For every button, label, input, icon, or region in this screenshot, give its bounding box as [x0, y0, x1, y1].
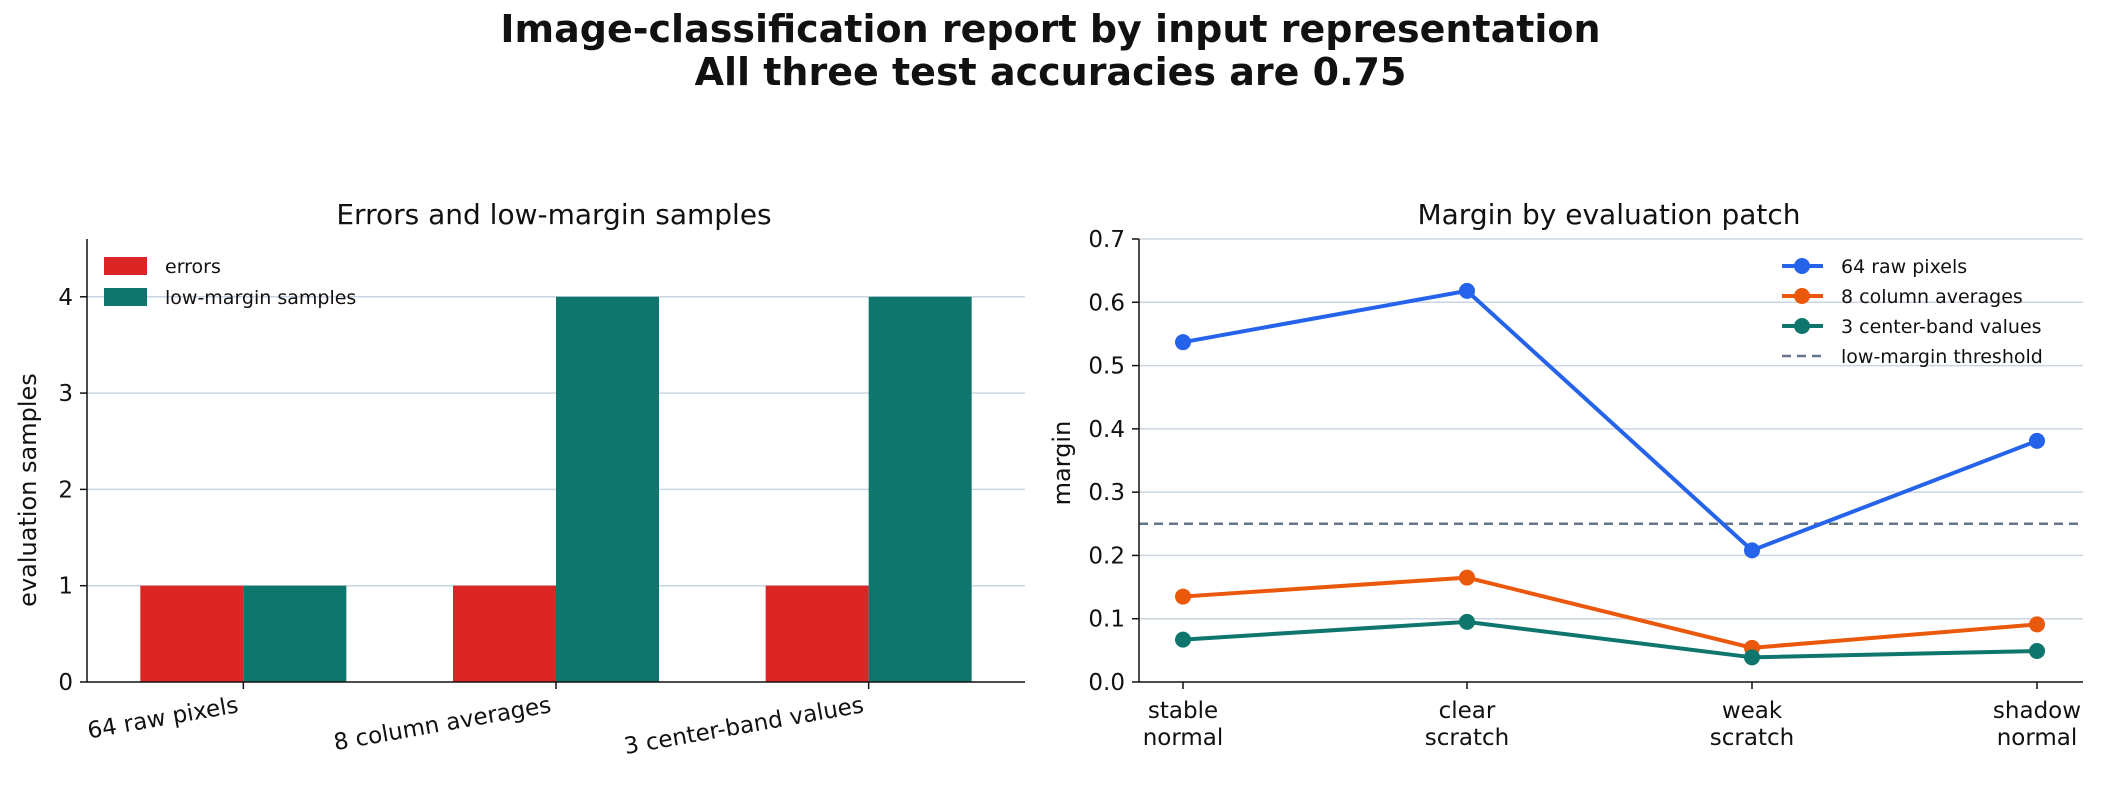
bar-y-tick-label: 2 [58, 477, 73, 503]
line-chart-series [1175, 282, 2045, 666]
series-point-column-averages [1459, 569, 1475, 586]
line-x-tick-label-line-2: normal [1143, 725, 1224, 751]
line-y-tick-label: 0.7 [1088, 227, 1125, 253]
series-point-center-band [1175, 631, 1191, 648]
line-chart-x-ticks: stablenormalclearscratchweakscratchshado… [1143, 682, 2081, 751]
bar-legend-label: low-margin samples [165, 287, 356, 309]
bar-low-margin [868, 296, 972, 682]
bar-chart-bars [140, 296, 972, 682]
bar-y-tick-label: 4 [58, 285, 73, 311]
bar-y-tick-label: 0 [58, 670, 73, 696]
line-y-tick-label: 0.2 [1088, 543, 1125, 569]
line-chart-title: Margin by evaluation patch [1417, 198, 1800, 231]
series-point-raw-pixels [2029, 432, 2045, 449]
line-x-tick-label-line-1: stable [1148, 698, 1218, 724]
line-legend-marker [1794, 318, 1810, 334]
figure-title-line-1: Image-classification report by input rep… [500, 7, 1601, 51]
line-chart-y-axis-label: margin [1048, 421, 1076, 506]
bar-chart-y-ticks: 0 1 2 3 4 [58, 285, 87, 696]
line-legend-label: 64 raw pixels [1841, 256, 1967, 278]
series-line-center-band [1182, 619, 2038, 660]
bar-errors [765, 585, 869, 682]
series-point-column-averages [1175, 588, 1191, 605]
line-legend-marker [1794, 288, 1810, 304]
bar-chart-title: Errors and low-margin samples [336, 198, 771, 231]
bar-y-tick-label: 1 [58, 574, 73, 600]
bar-y-tick-label: 3 [58, 381, 73, 407]
figure-title-line-2: All three test accuracies are 0.75 [694, 50, 1407, 94]
line-y-tick-label: 0.4 [1088, 417, 1125, 443]
line-x-tick-label-line-1: shadow [1993, 698, 2081, 724]
line-x-tick-label-line-2: normal [1997, 725, 2078, 751]
bar-x-tick-label: 3 center-band values [622, 692, 866, 760]
series-point-raw-pixels [1175, 334, 1191, 351]
bar-low-margin [556, 296, 659, 682]
bar-legend-swatch [104, 257, 147, 275]
line-x-tick-label-line-2: scratch [1425, 725, 1509, 751]
line-legend-label: 3 center-band values [1841, 316, 2042, 338]
series-line-raw-pixels [1182, 288, 2038, 553]
series-point-raw-pixels [1459, 282, 1475, 299]
series-point-raw-pixels [1744, 542, 1760, 559]
series-point-center-band [1744, 649, 1760, 666]
bar-errors [453, 585, 556, 682]
line-chart-axes [1138, 239, 2083, 683]
line-legend-label: 8 column averages [1841, 286, 2023, 308]
line-chart-y-ticks: 0.0 0.1 0.2 0.3 0.4 0.5 0.6 0.7 [1088, 227, 1139, 696]
line-legend-marker [1794, 258, 1810, 274]
figure-title: Image-classification report by input rep… [0, 8, 2101, 94]
series-point-center-band [2029, 642, 2045, 659]
line-chart-panel: Margin by evaluation patch margin 0.0 0.1… [1048, 198, 2083, 751]
bar-x-tick-label: 64 raw pixels [86, 692, 241, 744]
line-chart-legend: 64 raw pixels 8 column averages 3 center-b… [1782, 256, 2043, 368]
bar-low-margin [243, 585, 347, 682]
series-point-center-band [1459, 613, 1475, 630]
line-legend-label: low-margin threshold [1841, 346, 2043, 368]
line-x-tick-label-line-1: clear [1439, 698, 1496, 724]
bar-chart-legend: errors low-margin samples [104, 256, 356, 309]
line-x-tick-label-line-2: scratch [1710, 725, 1794, 751]
bar-legend-swatch [104, 288, 147, 306]
bar-errors [140, 585, 244, 682]
line-y-tick-label: 0.0 [1088, 670, 1125, 696]
line-x-tick-label-line-1: weak [1722, 698, 1783, 724]
bar-legend-label: errors [165, 256, 221, 278]
series-point-column-averages [2029, 616, 2045, 633]
bar-chart-y-axis-label: evaluation samples [14, 373, 42, 607]
line-chart-gridlines [1139, 238, 2083, 620]
bar-chart-panel: Errors and low-margin samples evaluation… [14, 198, 1025, 760]
line-y-tick-label: 0.3 [1088, 480, 1125, 506]
line-y-tick-label: 0.1 [1088, 607, 1125, 633]
bar-chart-x-ticks: 64 raw pixels 8 column averages 3 center-b… [86, 682, 870, 760]
series-line-column-averages [1182, 575, 2038, 650]
bar-x-tick-label: 8 column averages [332, 692, 553, 756]
line-y-tick-label: 0.5 [1088, 354, 1125, 380]
line-y-tick-label: 0.6 [1088, 290, 1125, 316]
